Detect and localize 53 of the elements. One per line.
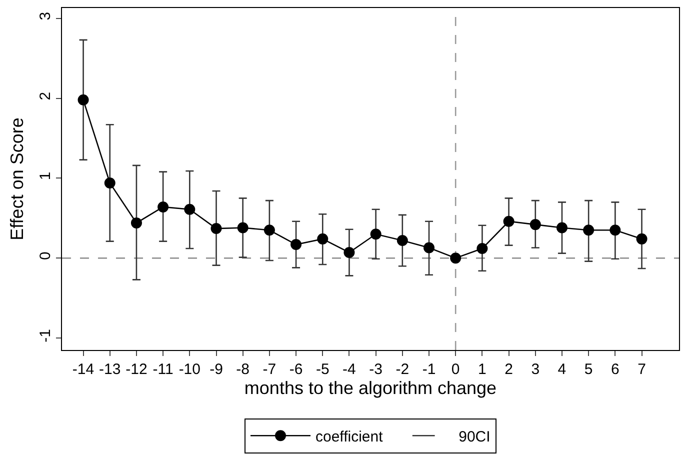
x-tick-label: -9	[210, 361, 223, 378]
point	[237, 222, 248, 234]
x-tick-label: -3	[369, 361, 382, 378]
legend-label: coefficient	[316, 428, 384, 446]
x-tick-label: 4	[558, 361, 566, 378]
x-tick-label: 2	[504, 361, 513, 378]
point	[530, 219, 541, 230]
point	[450, 252, 462, 264]
point	[130, 217, 142, 228]
point	[424, 242, 435, 254]
point	[476, 243, 488, 254]
x-tick-label: -8	[236, 361, 250, 378]
point	[184, 204, 196, 215]
point	[396, 235, 408, 246]
x-tick-label: -6	[289, 361, 303, 378]
x-tick-label: -1	[422, 361, 436, 378]
point	[317, 233, 328, 244]
point	[344, 247, 355, 258]
point	[290, 239, 302, 250]
y-tick-label: 2	[37, 92, 54, 100]
x-tick-label: -13	[99, 361, 121, 378]
x-tick-label: -10	[178, 361, 201, 378]
point	[556, 222, 568, 234]
x-tick-label: -12	[126, 361, 148, 378]
y-tick-label: -1	[37, 329, 54, 342]
x-tick-label: -2	[396, 361, 410, 378]
x-tick-label: 6	[611, 361, 620, 378]
x-tick-label: -14	[72, 361, 94, 378]
point	[636, 233, 648, 244]
x-tick-label: 0	[451, 361, 460, 378]
text: 90CI	[458, 428, 490, 446]
x-tick-label: 3	[531, 361, 540, 378]
x-tick-label: 1	[478, 361, 486, 378]
point	[78, 94, 89, 106]
point	[583, 224, 594, 236]
y-axis-title: Effect on Score	[7, 118, 28, 240]
y-tick-label: 3	[37, 12, 54, 20]
point	[610, 224, 621, 236]
x-tick-label: 5	[584, 361, 593, 378]
x-tick-label: 7	[638, 361, 646, 378]
x-tick-label: -7	[262, 361, 276, 378]
point	[370, 228, 382, 240]
point	[210, 223, 222, 234]
y-tick-label: 1	[37, 172, 54, 180]
point	[503, 216, 514, 227]
point	[158, 201, 169, 212]
y-tick-label: 0	[37, 252, 54, 260]
x-axis-title: months to the algorithm change	[244, 378, 497, 398]
x-tick-label: -4	[342, 361, 356, 378]
point	[104, 178, 116, 188]
point	[264, 224, 275, 236]
x-tick-label: -5	[316, 361, 330, 378]
x-tick-label: -11	[152, 361, 174, 378]
